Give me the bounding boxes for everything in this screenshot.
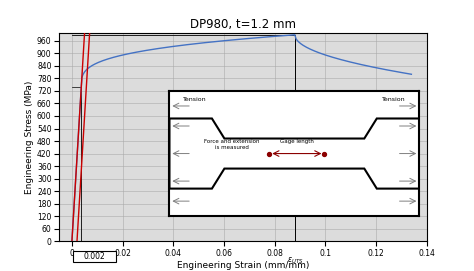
Text: 0.002: 0.002 [84,252,106,261]
X-axis label: Engineering Strain (mm/mm): Engineering Strain (mm/mm) [177,261,309,270]
Title: DP980, t=1.2 mm: DP980, t=1.2 mm [190,18,296,31]
Text: $\varepsilon_y$: $\varepsilon_y$ [77,255,86,266]
Text: $\varepsilon_{UTS}$: $\varepsilon_{UTS}$ [287,255,303,266]
FancyBboxPatch shape [73,251,116,262]
Y-axis label: Engineering Stress (MPa): Engineering Stress (MPa) [25,80,34,193]
